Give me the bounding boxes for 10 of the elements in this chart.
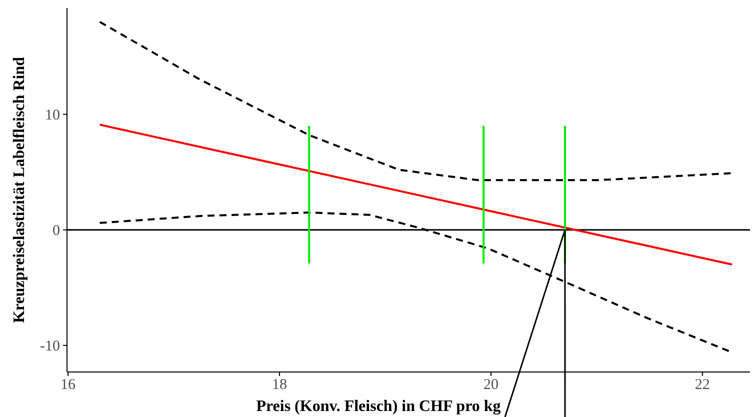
x-tick-label: 20 [483, 377, 498, 393]
y-tick-label: 0 [52, 222, 60, 239]
y-tick-label: 10 [45, 107, 60, 124]
x-tick-label: 22 [694, 377, 710, 393]
x-tick-label: 16 [60, 377, 76, 393]
x-tick-label: 18 [272, 377, 288, 393]
line-series [98, 20, 734, 182]
y-tick-label: -10 [40, 338, 60, 354]
x-axis-title: Preis (Konv. Fleisch) in CHF pro kg [256, 398, 501, 415]
y-axis-title: Kreuzpreiselastizität Labelfleisch Rind [11, 56, 28, 324]
